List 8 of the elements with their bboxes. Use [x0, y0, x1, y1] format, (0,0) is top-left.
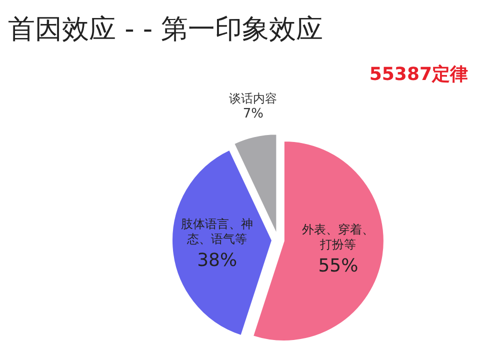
- data-label: 7%: [242, 106, 264, 122]
- data-label: 38%: [197, 250, 238, 271]
- slice-label: 肢体语言、神态、语气等: [181, 216, 254, 246]
- text: 55387定律: [369, 64, 468, 85]
- slice-label: 外表、穿着、打扮等: [302, 222, 374, 252]
- data-label: 55%: [318, 256, 358, 277]
- slice-label: 谈话内容: [229, 92, 278, 106]
- chart-title: 首因效应 - - 第一印象效应: [8, 14, 324, 45]
